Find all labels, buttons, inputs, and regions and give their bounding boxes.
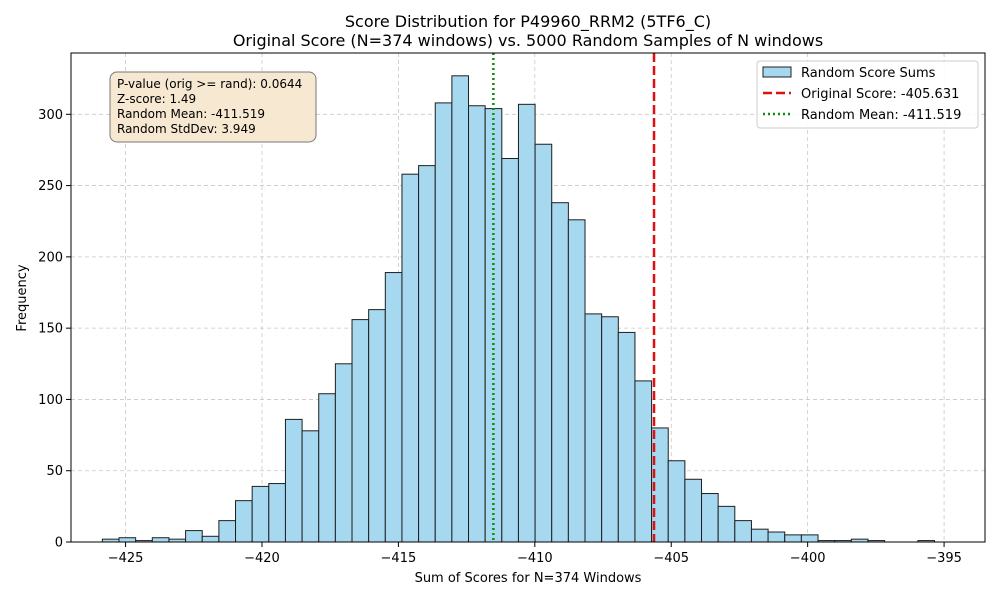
histogram-bar [617, 331, 636, 543]
histogram-bar [401, 173, 420, 543]
stats-line: Z-score: 1.49 [117, 92, 196, 106]
histogram-bar [451, 75, 470, 543]
x-tick-label: −410 [517, 551, 553, 566]
reference-lines [492, 53, 656, 542]
chart-title-line-1: Score Distribution for P49960_RRM2 (5TF6… [345, 12, 711, 32]
legend: Random Score Sums Original Score: -405.63… [756, 60, 979, 129]
y-tick-label: 50 [46, 464, 63, 479]
histogram-bar [301, 430, 320, 543]
x-axis-ticks: −425 −420 −415 −410 −405 −400 −395 [108, 542, 962, 566]
y-tick-label: 100 [38, 393, 63, 408]
histogram-bar [368, 309, 386, 543]
histogram-bar [501, 157, 519, 543]
x-tick-label: −420 [244, 551, 280, 566]
histogram-bar [185, 530, 203, 543]
y-tick-label: 0 [55, 536, 63, 551]
histogram-bar [800, 534, 819, 543]
histogram-bar [268, 483, 286, 543]
histogram-bar [634, 380, 653, 543]
histogram-bar [734, 520, 752, 543]
histogram-bar [351, 319, 370, 543]
histogram-bar [201, 535, 220, 543]
y-tick-label: 250 [38, 179, 63, 194]
histogram-bar [684, 478, 703, 543]
stats-line: Random Mean: -411.519 [117, 107, 265, 121]
y-axis-label: Frequency [15, 264, 30, 331]
histogram-bar [567, 219, 586, 543]
x-tick-label: −415 [381, 551, 417, 566]
histogram-bar [667, 460, 686, 543]
histogram-bar [418, 165, 436, 543]
histogram-bar [251, 485, 270, 543]
chart-title-line-2: Original Score (N=374 windows) vs. 5000 … [233, 31, 823, 50]
histogram-bar [118, 537, 137, 543]
x-axis-label: Sum of Scores for N=374 Windows [415, 571, 642, 586]
histogram-bar [601, 316, 619, 543]
legend-patch-icon [762, 66, 792, 78]
histogram-bar [750, 528, 769, 543]
stats-box-background [109, 71, 317, 143]
y-axis-ticks: 0 50 100 150 200 250 300 [38, 108, 71, 551]
x-tick-label: −395 [926, 551, 962, 566]
histogram-bar [384, 272, 403, 543]
histogram-bar [701, 493, 719, 543]
legend-label: Original Score: -405.631 [801, 87, 959, 102]
histogram-bar [717, 505, 736, 543]
histogram-bar [551, 202, 569, 543]
legend-label: Random Score Sums [801, 66, 936, 81]
histogram-bar [468, 105, 486, 543]
stats-line: P-value (orig >= rand): 0.0644 [117, 77, 302, 91]
x-tick-label: −425 [108, 551, 144, 566]
x-tick-label: −400 [790, 551, 826, 566]
histogram-bar [235, 500, 253, 543]
y-tick-label: 300 [38, 108, 63, 123]
histogram-bar [434, 102, 453, 543]
histogram-bar [784, 534, 802, 543]
histogram-bars [101, 75, 936, 543]
histogram-bar [334, 363, 353, 543]
histogram-bar [534, 143, 553, 543]
histogram-bar [517, 103, 536, 543]
legend-frame [756, 60, 979, 129]
y-tick-label: 150 [38, 322, 63, 337]
stats-line: Random StdDev: 3.949 [117, 122, 256, 136]
histogram-bar [318, 393, 336, 543]
plot-frame [70, 52, 986, 543]
y-tick-label: 200 [38, 250, 63, 265]
histogram-bar [151, 537, 170, 543]
histogram-bar [584, 313, 603, 543]
histogram-bar [218, 520, 237, 543]
histogram-bar [284, 418, 303, 543]
legend-label: Random Mean: -411.519 [801, 108, 961, 123]
histogram-bar [767, 531, 786, 543]
x-tick-label: −405 [653, 551, 689, 566]
